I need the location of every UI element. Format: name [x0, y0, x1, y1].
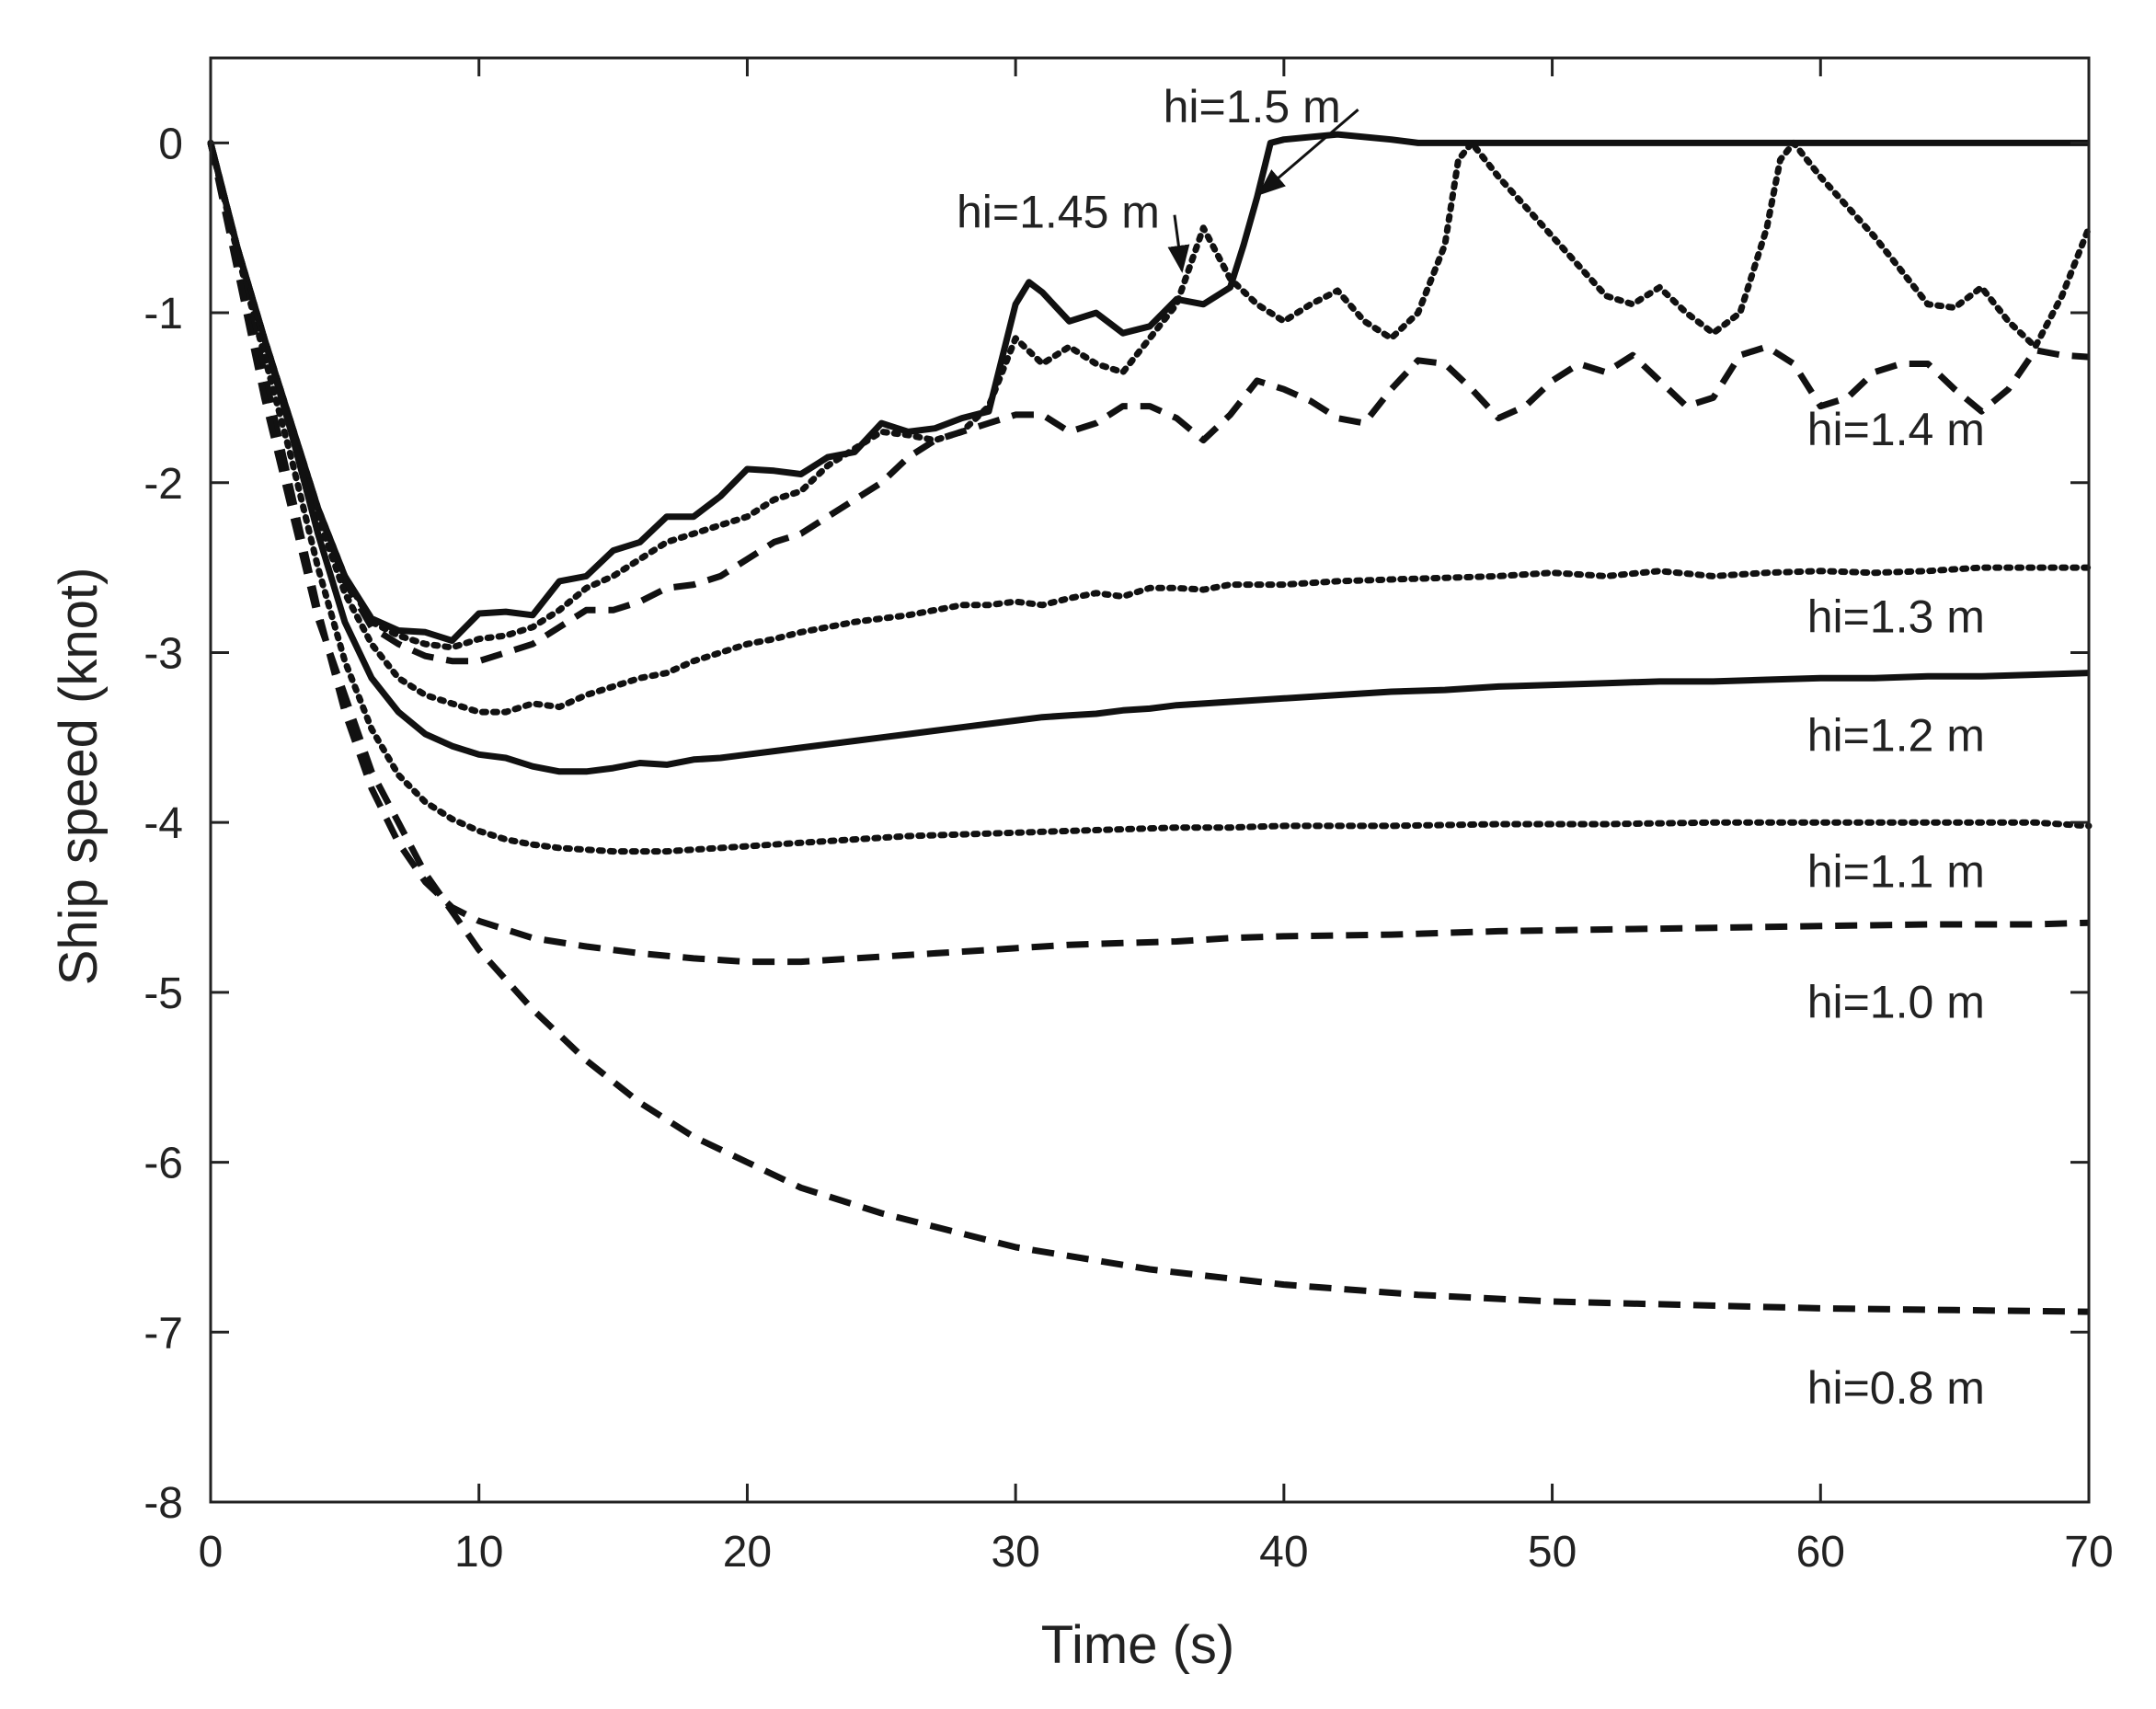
series-label-hi-1-5-m: hi=1.5 m [1164, 81, 1341, 132]
series-layer [207, 131, 2093, 1315]
y-tick-label: -6 [143, 1140, 183, 1188]
series-line-hi-0-8-m [207, 142, 2090, 1315]
x-tick-label: 50 [1528, 1528, 1577, 1577]
series-line-hi-1-3-m [207, 139, 2093, 716]
series-label-hi-0-8-m: hi=0.8 m [1807, 1362, 1985, 1414]
label-arrow-hi-1-5-m [1257, 109, 1359, 196]
series-labels: hi=1.5 m hi=1.45 m hi=1.4 m hi=1.3 m hi=1.2 … [957, 81, 1985, 1414]
plot-frame [209, 56, 2091, 1504]
y-tick-label: -4 [143, 799, 183, 848]
x-tick-label: 20 [723, 1528, 772, 1577]
y-tick-label: -7 [143, 1309, 183, 1358]
x-tick-label: 60 [1796, 1528, 1845, 1577]
series-line-hi-1-45-m [207, 139, 2093, 651]
series-label-hi-1-0-m: hi=1.0 m [1807, 977, 1985, 1028]
series-line-hi-1-2-m [207, 142, 2090, 775]
y-tick-label: -1 [143, 290, 183, 338]
x-tick-label: 10 [454, 1528, 503, 1577]
series-line-hi-1-1-m [207, 139, 2093, 855]
y-tick-label: 0 [158, 120, 183, 168]
series-line-hi-1-4-m [207, 142, 2090, 665]
y-tick-label: -2 [143, 460, 183, 509]
y-tick-label: -8 [143, 1479, 183, 1528]
series-label-hi-1-1-m: hi=1.1 m [1807, 845, 1985, 897]
series-label-hi-1-4-m: hi=1.4 m [1807, 404, 1985, 455]
y-tick-label: -3 [143, 629, 183, 678]
series-label-hi-1-45-m: hi=1.45 m [957, 187, 1160, 238]
series-label-hi-1-3-m: hi=1.3 m [1807, 591, 1985, 642]
axis-ticks: 0 10 20 30 40 50 60 70 0 -1 -2 -3 -4 -5 -6 -7 -8 [143, 58, 2114, 1577]
label-arrow-hi-1-45-m [1167, 214, 1190, 273]
plot-area-border [209, 56, 2091, 1504]
series-line-hi-1-0-m [207, 142, 2090, 966]
x-tick-label: 30 [991, 1528, 1039, 1577]
x-tick-label: 40 [1259, 1528, 1308, 1577]
x-tick-label: 70 [2064, 1528, 2113, 1577]
series-label-hi-1-2-m: hi=1.2 m [1807, 710, 1985, 762]
y-tick-label: -5 [143, 969, 183, 1018]
x-tick-label: 0 [199, 1528, 224, 1577]
y-axis-title: Ship speed (knot) [49, 568, 109, 986]
x-axis-title: Time (s) [1041, 1615, 1234, 1675]
